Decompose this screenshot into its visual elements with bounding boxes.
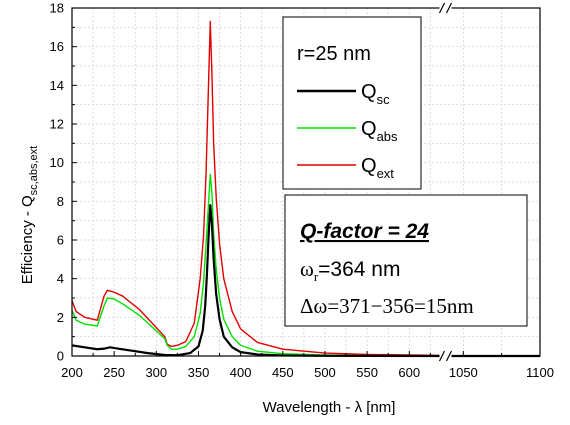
x-tick-label: 300	[145, 365, 167, 380]
axis-breaks	[438, 2, 453, 362]
x-tick-label: 250	[103, 365, 125, 380]
legend-label-qext-sub: ext	[377, 166, 395, 181]
y-axis-label-main: Efficiency - Q	[19, 195, 36, 284]
y-tick-label: 14	[50, 78, 64, 93]
y-tick-label: 0	[57, 349, 64, 364]
y-tick-label: 4	[57, 271, 64, 286]
y-tick-label: 2	[57, 310, 64, 325]
y-tick-label: 10	[50, 155, 64, 170]
legend-label-qsc-main: Q	[361, 81, 377, 103]
legend-box	[282, 16, 422, 190]
legend-label-qext: Qext	[361, 155, 394, 181]
x-tick-label: 450	[272, 365, 294, 380]
legend-label-qabs-main: Q	[361, 118, 377, 140]
legend-title: r=25 nm	[297, 43, 371, 65]
linewidth-formula: Δω=371−356=15nm	[300, 294, 474, 318]
axis-break-slash	[445, 2, 453, 14]
series-line-abs	[71, 173, 540, 357]
x-tick-label: 500	[314, 365, 336, 380]
axis-ticks: 0 2 4 6 8 10 12 14 16 18 200 250 300 350 400 450 500 550 6…	[50, 1, 554, 381]
axis-break-gap	[439, 352, 452, 360]
info-box-frame	[284, 194, 528, 327]
axis-break-slash	[438, 2, 446, 14]
y-axis-label-sub: sc,abs,ext	[28, 146, 40, 196]
x-tick-label: 400	[230, 365, 252, 380]
x-tick-label: 1050	[449, 365, 478, 380]
x-tick-label: 1100	[526, 365, 554, 380]
legend-label-qsc-sub: sc	[377, 92, 391, 107]
info-box: Q-factor = 24 ωr=364 nm Δω=371−356=15nm	[284, 194, 528, 327]
resonance-sub: r	[314, 269, 319, 284]
axis-break-slash	[445, 350, 453, 362]
resonance-wavelength: ωr=364 nm	[300, 257, 400, 284]
legend-label-qsc: Qsc	[361, 81, 390, 107]
legend-label-qabs-sub: abs	[377, 129, 398, 144]
y-axis-label: Efficiency - Qsc,abs,ext	[19, 146, 40, 284]
axis-break-slash	[438, 350, 446, 362]
legend: r=25 nm Qsc Qabs Qext	[282, 16, 422, 190]
q-factor-title: Q-factor = 24	[300, 220, 429, 243]
resonance-value: =364 nm	[318, 258, 400, 281]
y-tick-label: 8	[57, 194, 64, 209]
x-axis-label: Wavelength - λ [nm]	[263, 399, 396, 416]
x-tick-label: 600	[398, 365, 420, 380]
legend-label-qabs: Qabs	[361, 118, 398, 144]
resonance-symbol: ω	[300, 257, 314, 281]
y-tick-label: 6	[57, 233, 64, 248]
x-tick-label: 550	[356, 365, 378, 380]
x-tick-label: 350	[188, 365, 210, 380]
y-tick-label: 18	[50, 1, 64, 16]
y-tick-label: 12	[50, 117, 64, 132]
y-tick-label: 16	[50, 39, 64, 54]
axis-break-gap	[439, 4, 452, 12]
x-tick-label: 200	[61, 365, 83, 380]
legend-label-qext-main: Q	[361, 155, 377, 177]
series-line-ext	[71, 20, 540, 357]
